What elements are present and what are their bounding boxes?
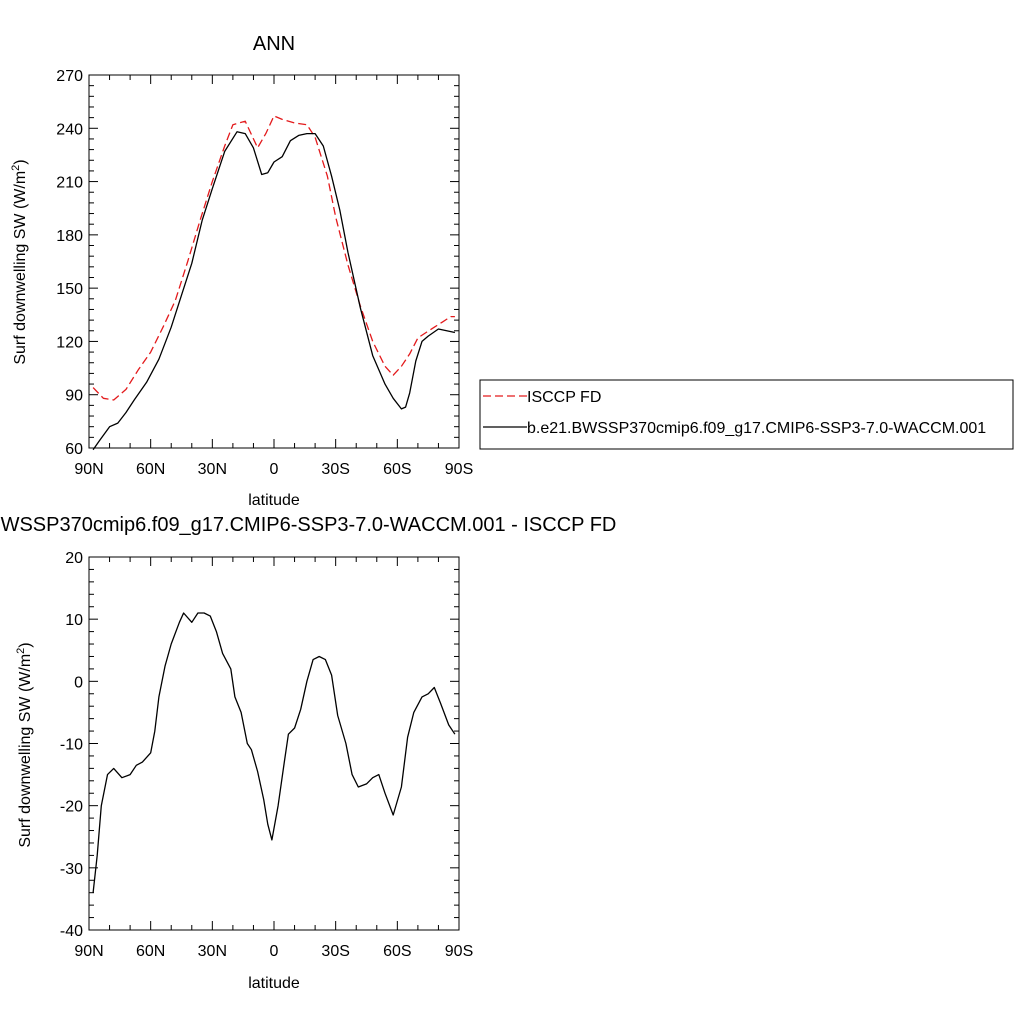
y-tick-label: 210 [56,175,83,192]
legend: ISCCP FD b.e21.BWSSP370cmip6.f09_g17.CMI… [479,379,1014,450]
bottom-plot-series [92,612,456,893]
x-tick-label: 0 [270,461,279,478]
top-x-axis-label: latitude [248,492,300,509]
top-y-tick-labels: 60 90 120 150 180 210 240 270 [56,68,83,458]
x-tick-label: 60N [136,943,165,960]
legend-label-isccp: ISCCP FD [527,389,601,406]
y-tick-label: 60 [65,441,83,458]
y-tick-label: 240 [56,121,83,138]
y-tick-label: -40 [60,923,83,940]
bottom-panel: b.e21.BWSSP370cmip6.f09_g17.CMIP6-SSP3-7… [0,514,616,992]
bottom-y-tick-labels: -40 -30 -20 -10 0 10 20 [60,550,83,940]
x-tick-label: 30N [198,461,227,478]
x-tick-label: 30N [198,943,227,960]
bottom-x-tick-labels: 90N 60N 30N 0 30S 60S 90S [74,943,473,960]
y-tick-label: 90 [65,388,83,405]
x-tick-label: 90N [74,943,103,960]
top-chart-title: ANN [253,33,295,55]
bottom-chart-title: b.e21.BWSSP370cmip6.f09_g17.CMIP6-SSP3-7… [0,514,616,536]
top-plot-ticks [88,74,460,449]
bottom-plot-frame [88,556,460,931]
x-tick-label: 90S [445,943,473,960]
bottom-x-axis-label: latitude [248,975,300,992]
y-tick-label: -20 [60,799,83,816]
x-tick-label: 0 [270,943,279,960]
x-tick-label: 60N [136,461,165,478]
top-plot-frame [88,74,460,449]
y-tick-label: 10 [65,612,83,629]
top-panel: ANN 90N 60N 30N 0 30S 60S 90S 60 90 120 150 180 210… [10,33,1014,509]
bottom-y-axis-label: Surf downwelling SW (W/m2) [15,642,34,847]
y-tick-label: -30 [60,861,83,878]
bottom-plot-ticks [88,556,460,931]
x-tick-label: 90N [74,461,103,478]
y-tick-label: 0 [74,674,83,691]
y-tick-label: 120 [56,334,83,351]
series-line-model [92,131,456,451]
x-tick-label: 30S [321,943,349,960]
y-tick-label: 20 [65,550,83,567]
top-plot-series [92,115,456,451]
legend-box [479,379,1014,450]
x-tick-label: 90S [445,461,473,478]
y-tick-label: -10 [60,737,83,754]
x-tick-label: 60S [383,943,411,960]
x-tick-label: 30S [321,461,349,478]
y-tick-label: 270 [56,68,83,85]
series-line-isccp-fd [92,115,455,401]
top-y-axis-label: Surf downwelling SW (W/m2) [10,159,29,364]
y-tick-label: 150 [56,281,83,298]
x-tick-label: 60S [383,461,411,478]
y-tick-label: 180 [56,228,83,245]
series-line-difference [92,612,456,893]
top-x-tick-labels: 90N 60N 30N 0 30S 60S 90S [74,461,473,478]
legend-label-model: b.e21.BWSSP370cmip6.f09_g17.CMIP6-SSP3-7… [527,420,986,437]
